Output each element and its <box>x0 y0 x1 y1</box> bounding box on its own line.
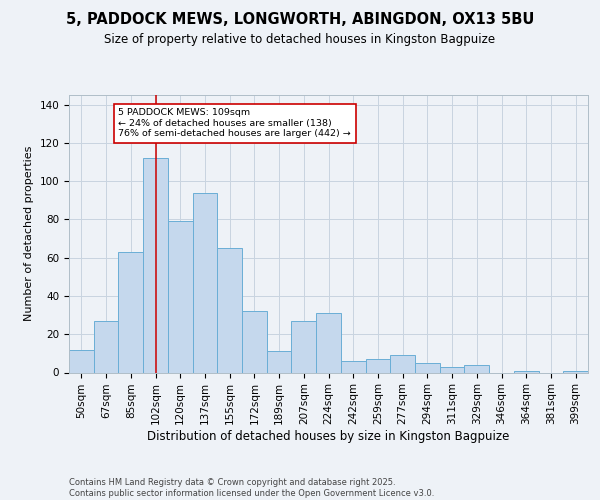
Bar <box>94 321 118 372</box>
Bar <box>440 367 464 372</box>
Bar <box>316 313 341 372</box>
Text: Size of property relative to detached houses in Kingston Bagpuize: Size of property relative to detached ho… <box>104 32 496 46</box>
Bar <box>267 352 292 372</box>
Bar <box>514 370 539 372</box>
Text: 5, PADDOCK MEWS, LONGWORTH, ABINGDON, OX13 5BU: 5, PADDOCK MEWS, LONGWORTH, ABINGDON, OX… <box>66 12 534 28</box>
Bar <box>365 359 390 372</box>
Y-axis label: Number of detached properties: Number of detached properties <box>24 146 34 322</box>
Bar <box>292 321 316 372</box>
Text: Contains HM Land Registry data © Crown copyright and database right 2025.
Contai: Contains HM Land Registry data © Crown c… <box>69 478 434 498</box>
Bar <box>341 361 365 372</box>
Bar <box>464 365 489 372</box>
Bar <box>217 248 242 372</box>
Bar <box>69 350 94 372</box>
Bar <box>118 252 143 372</box>
X-axis label: Distribution of detached houses by size in Kingston Bagpuize: Distribution of detached houses by size … <box>148 430 509 443</box>
Bar <box>415 363 440 372</box>
Text: 5 PADDOCK MEWS: 109sqm
← 24% of detached houses are smaller (138)
76% of semi-de: 5 PADDOCK MEWS: 109sqm ← 24% of detached… <box>118 108 351 138</box>
Bar <box>168 222 193 372</box>
Bar <box>390 356 415 372</box>
Bar <box>143 158 168 372</box>
Bar <box>563 370 588 372</box>
Bar <box>242 312 267 372</box>
Bar <box>193 192 217 372</box>
